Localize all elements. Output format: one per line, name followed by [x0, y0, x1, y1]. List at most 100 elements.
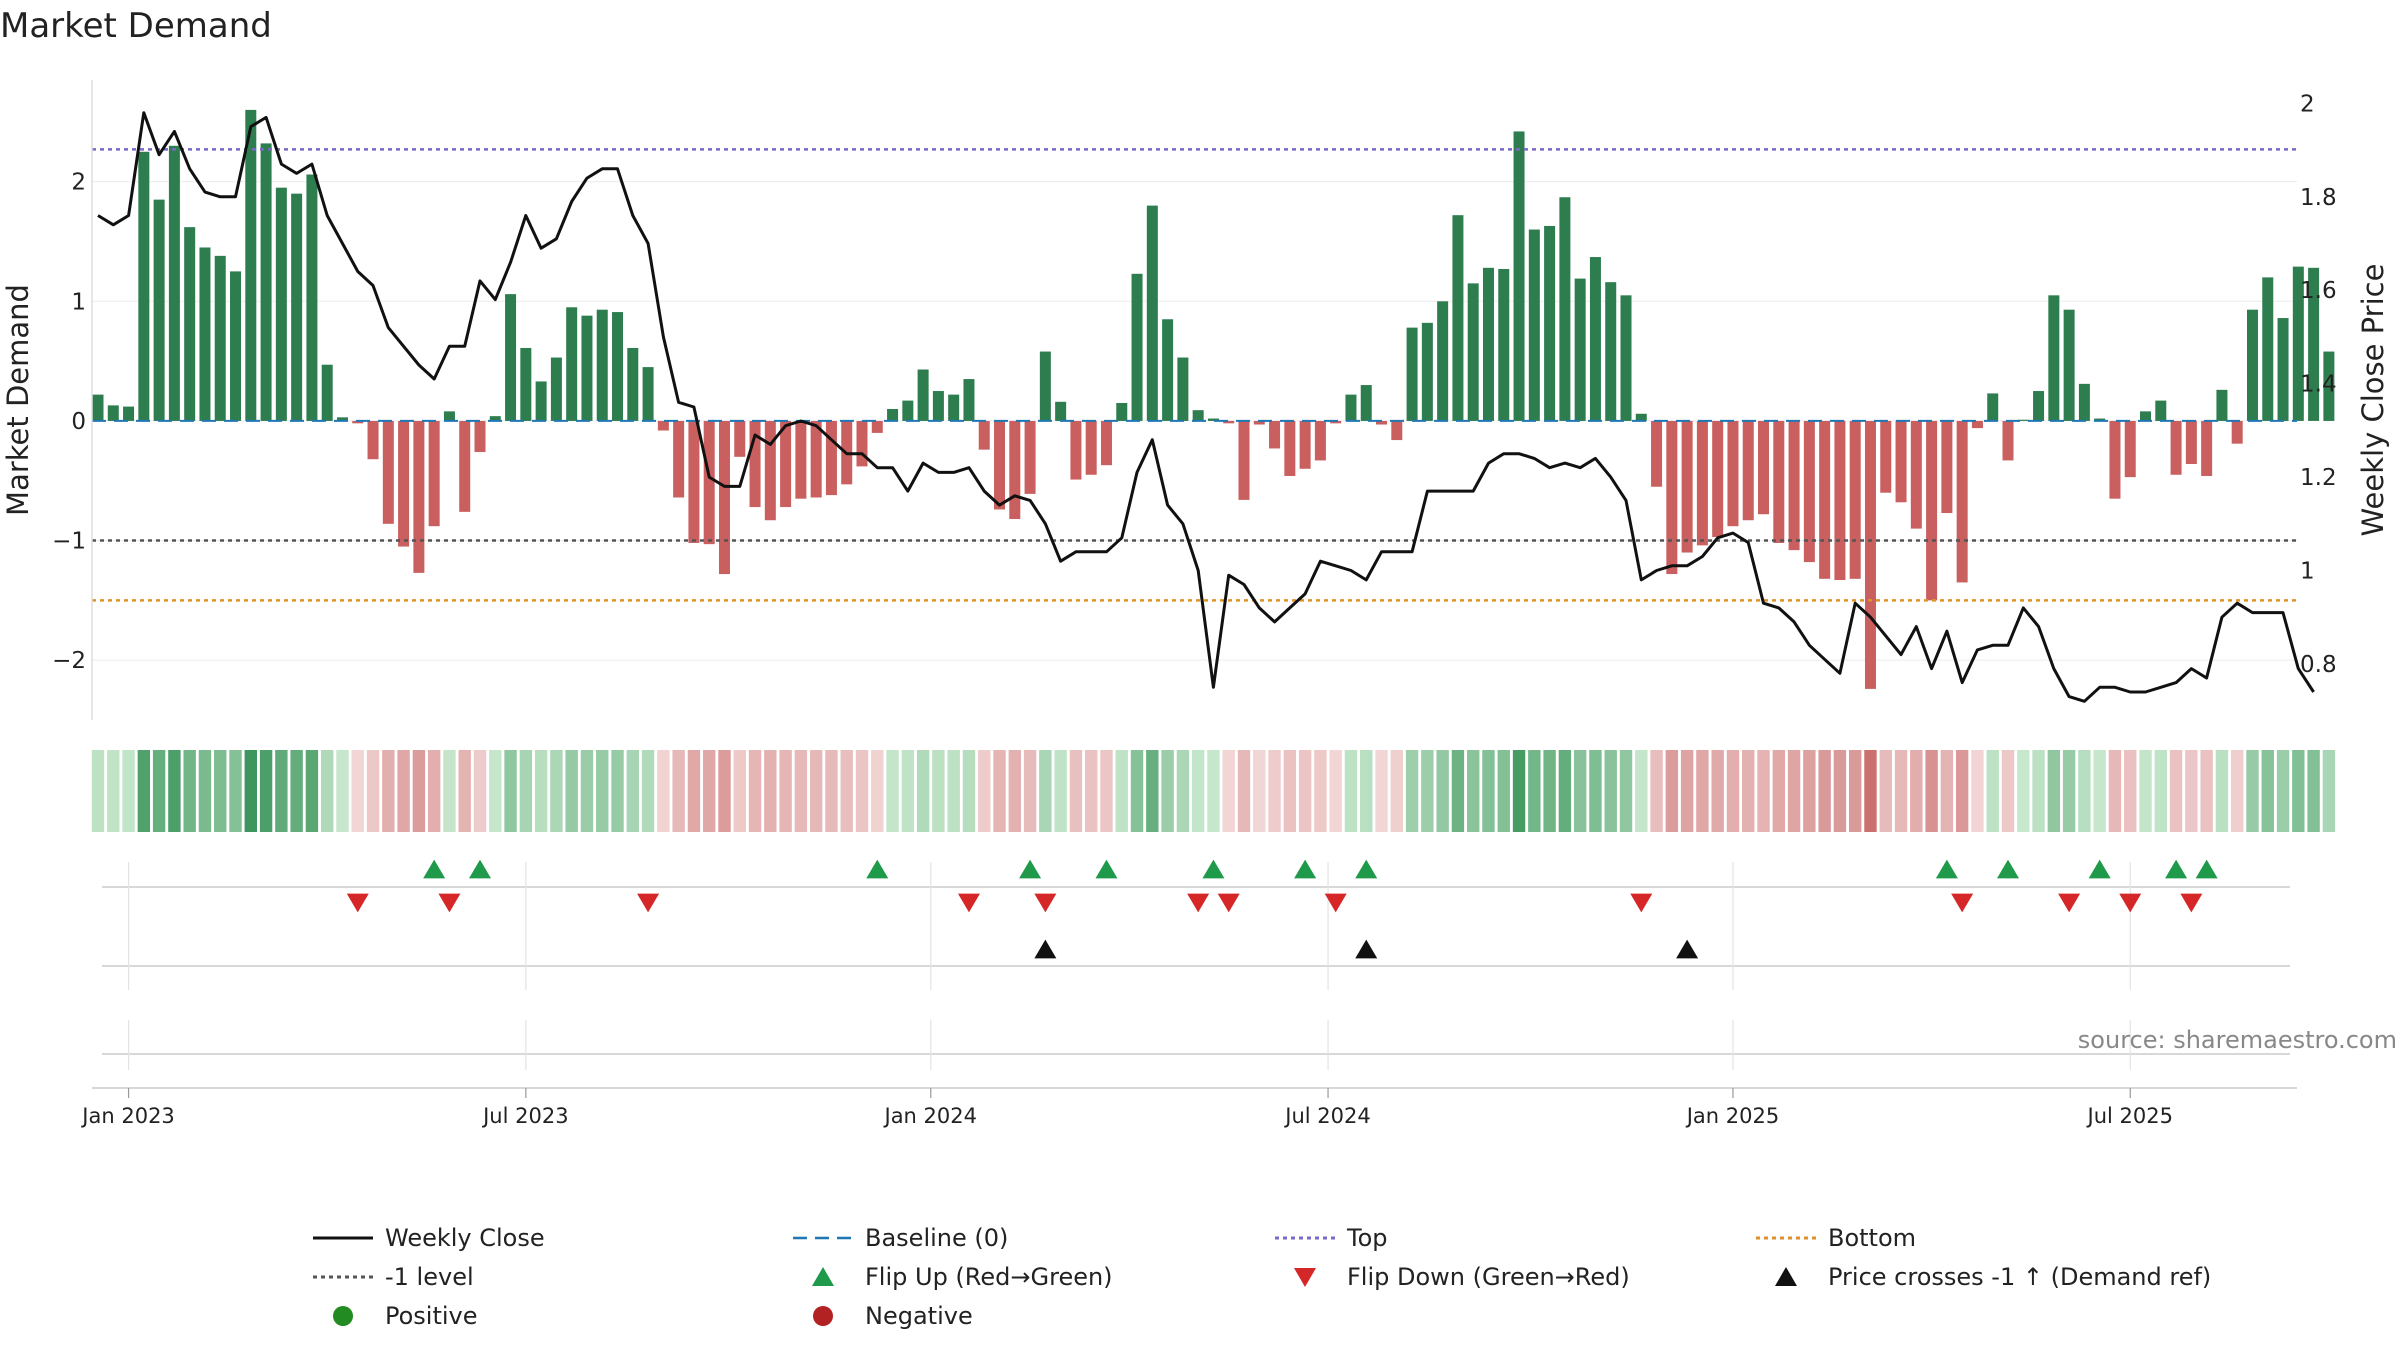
- demand-bar: [1192, 410, 1204, 421]
- demand-bar: [1024, 420, 1036, 494]
- heat-cell: [1955, 750, 1969, 832]
- demand-bar: [2155, 400, 2167, 421]
- heat-cell: [259, 750, 273, 832]
- legend-item-weekly-close: Weekly Close: [313, 1224, 545, 1252]
- flip-down-marker: [438, 893, 461, 913]
- heat-cell: [2047, 750, 2061, 832]
- heat-cell: [1298, 750, 1312, 832]
- demand-bar: [673, 420, 685, 498]
- demand-bar: [123, 406, 135, 421]
- demand-bar: [535, 381, 547, 421]
- flip-down-marker: [957, 893, 980, 913]
- demand-bar: [612, 312, 624, 421]
- heat-cell: [565, 750, 578, 832]
- demand-bar: [107, 405, 119, 421]
- demand-bar: [413, 420, 425, 573]
- demand-bar: [230, 271, 242, 421]
- demand-bar: [1391, 420, 1403, 441]
- heat-cell: [1986, 750, 1999, 832]
- heat-cell: [519, 750, 533, 832]
- demand-bar: [1269, 420, 1281, 449]
- demand-bar: [948, 394, 960, 421]
- demand-bar: [505, 294, 517, 421]
- demand-bar: [2094, 418, 2106, 421]
- heat-cell: [1436, 750, 1449, 832]
- demand-bar: [520, 347, 532, 421]
- demand-bar: [1070, 420, 1082, 480]
- y-left-tick-label: −2: [52, 648, 86, 674]
- heat-cell: [2292, 750, 2305, 832]
- demand-bar: [1742, 420, 1754, 521]
- heat-cell: [947, 750, 960, 832]
- demand-bar: [734, 420, 746, 457]
- legend-item-negative: Negative: [813, 1302, 973, 1330]
- demand-bar: [1330, 420, 1342, 424]
- heat-cell: [932, 750, 945, 832]
- demand-bar: [2078, 383, 2090, 421]
- demand-bar: [2292, 266, 2304, 421]
- heat-cell: [366, 750, 380, 832]
- heat-cell: [321, 750, 334, 832]
- demand-bar: [1941, 420, 1953, 514]
- heat-cell: [122, 750, 135, 832]
- heat-cell: [641, 750, 655, 832]
- y-right-tick-label: 1.8: [2300, 185, 2337, 211]
- legend-swatch-negative: [813, 1306, 833, 1326]
- heat-cell: [809, 750, 823, 832]
- demand-bar: [932, 391, 944, 421]
- demand-bar: [688, 420, 700, 543]
- demand-bar: [168, 145, 180, 421]
- heat-cell: [2231, 750, 2244, 832]
- heat-cell: [2124, 750, 2137, 832]
- heat-cell: [764, 750, 777, 832]
- demand-bar: [214, 255, 226, 421]
- flip-up-marker: [2165, 859, 2188, 879]
- heat-cell: [1085, 750, 1098, 832]
- heat-cell: [733, 750, 746, 832]
- demand-bar: [1681, 420, 1693, 553]
- demand-bar: [1376, 420, 1388, 425]
- demand-bar: [1452, 215, 1464, 421]
- heat-cell: [596, 750, 609, 832]
- legend-label: Bottom: [1828, 1224, 1916, 1252]
- y-left-tick-label: −1: [52, 529, 86, 555]
- legend-label: Negative: [865, 1302, 973, 1330]
- heat-cell: [1787, 750, 1801, 832]
- heat-cell: [580, 750, 594, 832]
- heat-cell: [2108, 750, 2122, 832]
- demand-bar: [795, 420, 807, 499]
- heat-cell: [1833, 750, 1847, 832]
- flip-down-marker: [2180, 893, 2203, 913]
- heat-cell: [1023, 750, 1037, 832]
- flip-up-marker: [469, 859, 491, 879]
- demand-bar: [1834, 420, 1846, 581]
- heat-cell: [1130, 750, 1144, 832]
- flip-up-marker: [2088, 859, 2111, 879]
- demand-bar: [1712, 420, 1724, 537]
- demand-bar: [367, 420, 379, 460]
- demand-bar: [749, 420, 761, 508]
- demand-bar: [2048, 295, 2060, 421]
- heat-cell: [489, 750, 502, 832]
- heat-cell: [1925, 750, 1938, 832]
- heat-cell: [901, 750, 915, 832]
- heat-cell: [1283, 750, 1297, 832]
- cross-marker: [1034, 939, 1057, 959]
- heat-cell: [1451, 750, 1465, 832]
- demand-bar: [1482, 267, 1494, 421]
- legend-item-bottom: Bottom: [1756, 1224, 1916, 1252]
- heat-cell: [1680, 750, 1694, 832]
- heat-cell: [657, 750, 670, 832]
- heat-cell: [1482, 750, 1495, 832]
- heat-cell: [1757, 750, 1770, 832]
- demand-bar: [291, 193, 303, 421]
- demand-bar: [474, 420, 486, 453]
- heat-cell: [2139, 750, 2152, 832]
- heat-cell: [2261, 750, 2274, 832]
- demand-bar: [1849, 420, 1861, 579]
- heat-cell: [1421, 750, 1434, 832]
- demand-bar: [1314, 420, 1326, 461]
- heat-cell: [351, 750, 364, 832]
- x-tick-label: Jan 2025: [1685, 1104, 1780, 1128]
- heat-cell: [244, 750, 257, 832]
